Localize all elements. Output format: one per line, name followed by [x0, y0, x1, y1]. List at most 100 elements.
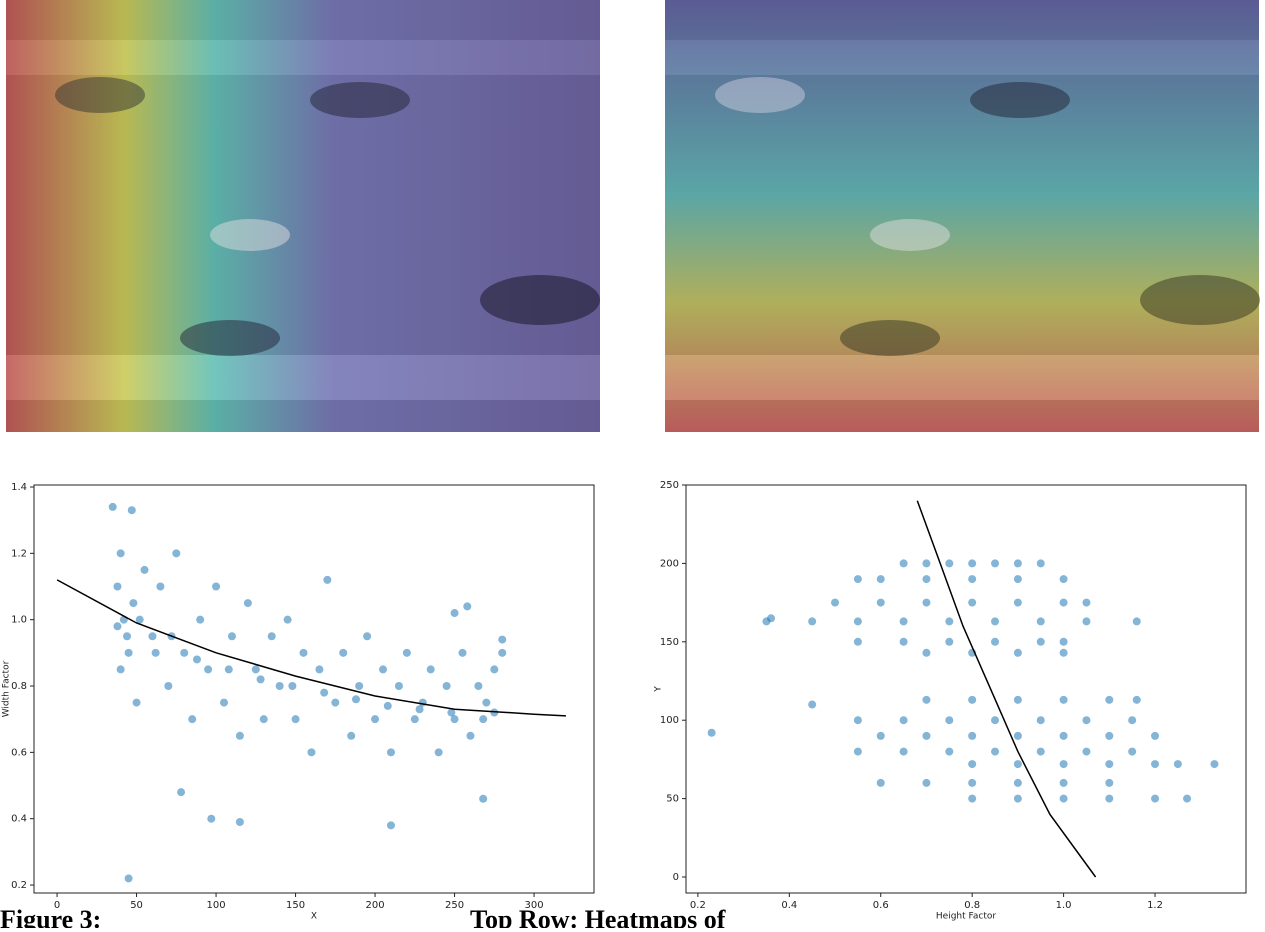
scatter-point [1132, 695, 1141, 704]
scatter-point [442, 682, 451, 691]
heatmap-left [6, 0, 600, 432]
scatter-point [922, 695, 931, 704]
scatter-point [283, 615, 292, 624]
scatter-point [991, 747, 1000, 756]
y-tick-label: 150 [660, 637, 679, 648]
x-axis-label: X [311, 912, 317, 922]
scatter-point [463, 602, 472, 611]
scatter-point [227, 632, 236, 641]
scatter-point [1173, 760, 1182, 769]
scatter-point [1059, 637, 1068, 646]
scatter-point [127, 506, 136, 515]
scatter-point [235, 731, 244, 740]
scatter-point [135, 615, 144, 624]
x-tick-label: 0.6 [873, 900, 889, 911]
scatter-point [876, 731, 885, 740]
scatter-point [458, 648, 467, 657]
chart: 0 50 100 150 200 250 300 0.2 0.4 0.6 0.8 1.0 1.2 1.4 X… [2, 482, 595, 922]
scatter-point [172, 549, 181, 558]
scatter-point [116, 549, 125, 558]
scatter-point [320, 688, 329, 697]
scatter-point [129, 599, 138, 608]
scatter-point [945, 559, 954, 568]
scatter-point [968, 760, 977, 769]
scatter-point [853, 747, 862, 756]
scatter-point [991, 559, 1000, 568]
scatter-point [1059, 648, 1068, 657]
scatter-point [922, 731, 931, 740]
y-tick-label: 100 [660, 715, 679, 726]
scatter-point [922, 559, 931, 568]
scatter-point [386, 821, 395, 830]
scatter-point [288, 682, 297, 691]
scatter-point [853, 575, 862, 584]
scatter-point [1183, 794, 1192, 803]
scatter-point [1013, 760, 1022, 769]
scatter-point [331, 698, 340, 707]
scatter-point [853, 637, 862, 646]
scatter-point [876, 778, 885, 787]
x-tick-label: 0 [54, 900, 60, 911]
scatter-point [386, 748, 395, 757]
x-tick-label: 1.0 [1056, 900, 1072, 911]
scatter-point [1059, 598, 1068, 607]
y-axis-label: Width Factor [2, 660, 12, 717]
scatter-point [132, 698, 141, 707]
y-tick-label: 0.4 [11, 814, 27, 825]
scatter-point [1105, 760, 1114, 769]
scatter-point [351, 695, 360, 704]
scatter-point [299, 648, 308, 657]
scatter-point [450, 609, 459, 618]
y-tick-label: 0.6 [11, 747, 27, 758]
x-tick-label: 0.4 [781, 900, 797, 911]
scatter-point [922, 598, 931, 607]
scatter-point [1059, 695, 1068, 704]
scatter-point [945, 747, 954, 756]
scatter-point [291, 715, 300, 724]
heatmap-right [665, 0, 1260, 432]
scatter-point [1013, 695, 1022, 704]
scatter-point [123, 632, 132, 641]
scatter-point [968, 559, 977, 568]
scatter-point [899, 747, 908, 756]
fit-line [56, 579, 566, 717]
y-tick-label: 0.2 [11, 880, 27, 891]
scatter-point [968, 794, 977, 803]
scatter-point [1105, 794, 1114, 803]
scatter-point [808, 700, 817, 709]
scatter-point [1013, 794, 1022, 803]
scatter-point [968, 575, 977, 584]
scatter-point [945, 617, 954, 626]
scatter-point [922, 778, 931, 787]
scatter-point [968, 598, 977, 607]
scatter-point [479, 794, 488, 803]
scatter-point [945, 716, 954, 725]
scatter-point [151, 648, 160, 657]
scatter-point [315, 665, 324, 674]
scatter-point [1210, 760, 1219, 769]
scatter-point [180, 648, 189, 657]
chart: 0.2 0.4 0.6 0.8 1.0 1.2 0 50 100 150 200 250 Height … [654, 480, 1247, 922]
scatter-point [1128, 716, 1137, 725]
scatter-point [1059, 794, 1068, 803]
scatter-point [498, 635, 507, 644]
scatter-point [140, 565, 149, 574]
scatter-point [177, 788, 186, 797]
scatter-point [1036, 637, 1045, 646]
y-tick-label: 0.8 [11, 681, 27, 692]
scatter-point [1013, 648, 1022, 657]
scatter-point [1013, 559, 1022, 568]
scatter-point [945, 637, 954, 646]
scatter-point [402, 648, 411, 657]
scatter-point [899, 617, 908, 626]
scatter-point [379, 665, 388, 674]
scatter-point [922, 648, 931, 657]
scatter-point [1036, 617, 1045, 626]
y-tick-label: 1.2 [11, 548, 27, 559]
scatter-point [490, 708, 499, 717]
scatter-point [479, 715, 488, 724]
scatter-point [124, 648, 133, 657]
scatter-point [991, 716, 1000, 725]
scatter-point [164, 682, 173, 691]
y-axis-label: Y [654, 686, 664, 693]
